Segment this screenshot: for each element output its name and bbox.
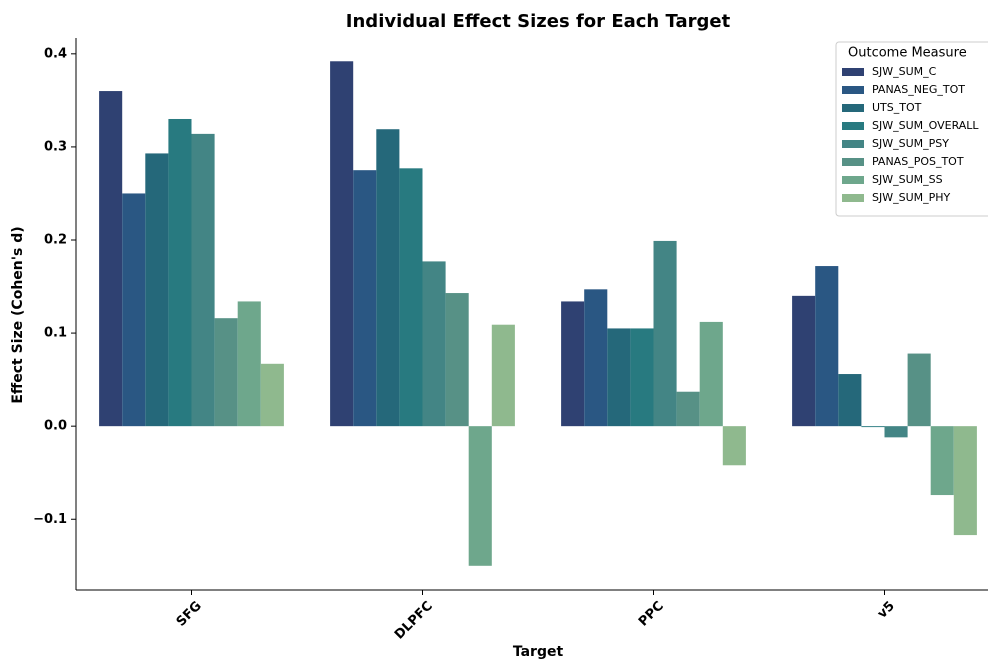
legend-swatch xyxy=(842,194,864,202)
bar xyxy=(122,193,146,427)
bar xyxy=(676,391,700,427)
bar xyxy=(815,266,839,427)
legend-label: SJW_SUM_OVERALL xyxy=(872,119,979,132)
y-tick-label: −0.1 xyxy=(33,512,67,527)
legend-label: SJW_SUM_PSY xyxy=(872,137,949,150)
y-tick-label: 0.2 xyxy=(44,232,67,247)
bar xyxy=(838,374,862,427)
bar xyxy=(907,353,931,427)
bar xyxy=(145,153,169,427)
x-tick-label: DLPFC xyxy=(392,599,436,643)
bar xyxy=(561,301,585,427)
legend-label: SJW_SUM_PHY xyxy=(872,191,951,204)
legend-label: UTS_TOT xyxy=(872,101,922,114)
legend-label: PANAS_POS_TOT xyxy=(872,155,964,168)
bar xyxy=(884,426,908,438)
x-tick-label: PPC xyxy=(636,599,667,630)
legend-swatch xyxy=(842,68,864,76)
chart-title: Individual Effect Sizes for Each Target xyxy=(346,11,731,32)
legend-swatch xyxy=(842,86,864,94)
legend-box xyxy=(835,41,988,217)
bar xyxy=(722,426,746,466)
legend-swatch xyxy=(842,122,864,130)
bar xyxy=(607,328,631,427)
bar xyxy=(422,261,446,427)
bar xyxy=(491,324,515,427)
x-axis-label: Target xyxy=(513,644,564,659)
bar xyxy=(468,426,492,566)
legend-title: Outcome Measure xyxy=(848,46,967,61)
bar xyxy=(168,118,192,427)
bar xyxy=(861,426,885,428)
legend-swatch xyxy=(842,176,864,184)
x-tick-label: SFG xyxy=(174,599,205,630)
bar xyxy=(630,328,654,427)
y-tick-label: 0.3 xyxy=(44,139,67,154)
bar xyxy=(330,61,354,427)
bar xyxy=(191,133,215,427)
bar xyxy=(653,240,677,427)
bar xyxy=(214,318,238,427)
bar xyxy=(792,295,816,427)
bar xyxy=(584,289,608,427)
y-tick-label: 0.1 xyxy=(44,326,67,341)
bar xyxy=(376,129,400,427)
bar xyxy=(399,168,423,427)
bar xyxy=(445,293,469,427)
legend-swatch xyxy=(842,104,864,112)
legend-swatch xyxy=(842,140,864,148)
bar xyxy=(260,363,284,427)
legend-label: PANAS_NEG_TOT xyxy=(872,83,965,96)
bar xyxy=(699,321,723,427)
legend-label: SJW_SUM_C xyxy=(872,65,937,78)
legend-label: SJW_SUM_SS xyxy=(872,173,943,186)
y-axis-label: Effect Size (Cohen's d) xyxy=(10,226,26,403)
x-tick-label: v5 xyxy=(875,599,898,622)
y-tick-label: 0.4 xyxy=(44,46,67,61)
y-tick-label: 0.0 xyxy=(44,419,67,434)
legend-swatch xyxy=(842,158,864,166)
bar xyxy=(353,170,377,427)
bar xyxy=(930,426,954,496)
bar xyxy=(953,426,977,536)
bar xyxy=(99,91,123,427)
bar xyxy=(237,301,261,427)
